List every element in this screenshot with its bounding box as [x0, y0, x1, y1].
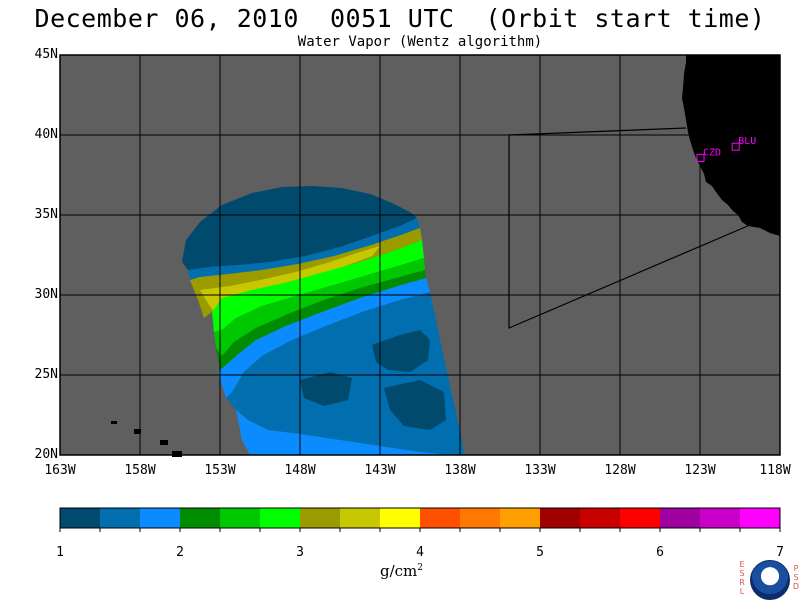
colorbar-swatch [700, 508, 741, 528]
lon-label: 138W [444, 463, 476, 478]
swath-patch-dark-1 [372, 330, 430, 372]
colorbar-swatch [180, 508, 221, 528]
swath-band-green-bright [212, 240, 424, 332]
lat-label: 35N [34, 207, 58, 222]
swath-band-green [214, 258, 425, 356]
colorbar-swatch [540, 508, 581, 528]
colorbar-tick-label: 4 [416, 545, 424, 560]
colorbar-tick-label: 1 [56, 545, 64, 560]
map-subtitle: Water Vapor (Wentz algorithm) [297, 34, 543, 50]
station-marker [696, 153, 705, 162]
lon-label: 128W [604, 463, 636, 478]
colorbar-swatch [380, 508, 421, 528]
station-label: BLU [738, 136, 756, 147]
colorbar [59, 507, 781, 532]
station-label: CZD [703, 147, 721, 158]
lon-label: 158W [124, 463, 156, 478]
lat-label: 30N [34, 287, 58, 302]
lon-label: 143W [364, 463, 396, 478]
colorbar-swatch [660, 508, 701, 528]
colorbar-swatch [220, 508, 261, 528]
colorbar-tick-label: 5 [536, 545, 544, 560]
noaa-emblem [750, 560, 790, 600]
lat-label: 25N [34, 367, 58, 382]
lon-label: 123W [684, 463, 716, 478]
station-markers: CZD BLU [696, 136, 756, 162]
colorbar-swatch [500, 508, 541, 528]
west-coast-land [682, 55, 780, 236]
swath-band-light-blue [218, 278, 430, 398]
colorbar-swatch [580, 508, 621, 528]
colorbar-swatch [260, 508, 301, 528]
domain-outline-top [508, 127, 687, 136]
lon-label: 153W [204, 463, 236, 478]
colorbar-tick-label: 2 [176, 545, 184, 560]
lat-label: 20N [34, 447, 58, 462]
colorbar-tick-label: 7 [776, 545, 784, 560]
station-blu: BLU [731, 136, 756, 151]
station-marker [731, 142, 740, 151]
station-czd: CZD [696, 147, 721, 162]
colorbar-tick-label: 6 [656, 545, 664, 560]
colorbar-swatch [740, 508, 781, 528]
hawaii-islands [111, 421, 182, 457]
swath-band-green-dark [216, 270, 426, 372]
lon-label: 133W [524, 463, 556, 478]
map-frame [59, 54, 781, 456]
swath-patch-dark-2 [384, 380, 446, 430]
colorbar-swatch [620, 508, 661, 528]
map-title: December 06, 2010 0051 UTC (Orbit start … [34, 4, 766, 33]
colorbar-tick-label: 3 [296, 545, 304, 560]
swath-band-bottom-blue [236, 410, 452, 455]
colorbar-swatch [140, 508, 181, 528]
satellite-swath [182, 186, 464, 455]
colorbar-swatch [300, 508, 341, 528]
colorbar-swatch [460, 508, 501, 528]
swath-patch-dark-3 [300, 372, 352, 406]
lat-label: 40N [34, 127, 58, 142]
colorbar-swatch [340, 508, 381, 528]
lat-label: 45N [34, 47, 58, 62]
colorbar-swatch [60, 508, 101, 528]
swath-band-2 [188, 218, 420, 280]
lon-label: 118W [759, 463, 791, 478]
lon-label: 148W [284, 463, 316, 478]
colorbar-units: g/cm2 [380, 562, 424, 580]
domain-outline [508, 135, 751, 329]
colorbar-swatch [420, 508, 461, 528]
lon-label: 163W [44, 463, 76, 478]
colorbar-swatch [100, 508, 141, 528]
